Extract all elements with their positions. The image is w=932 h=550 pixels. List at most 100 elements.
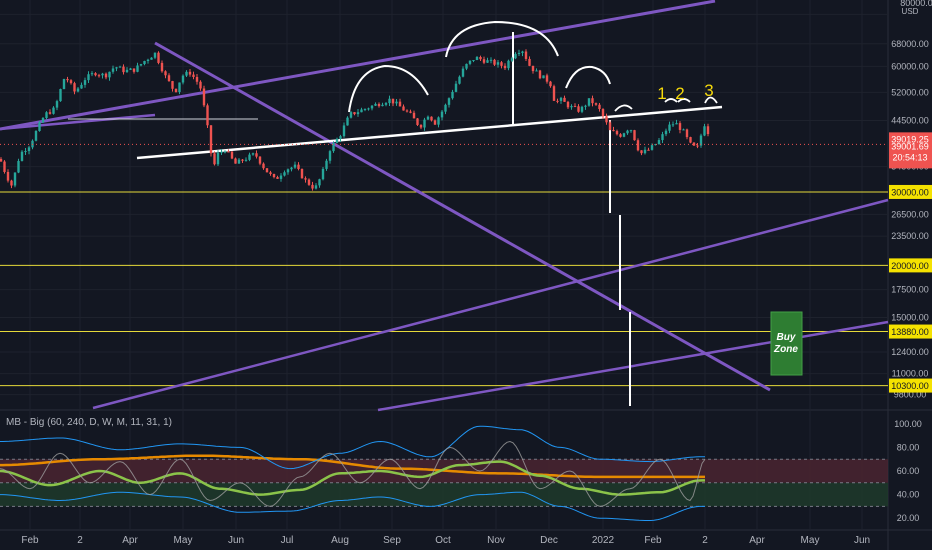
candle-body <box>598 104 601 110</box>
candle-body <box>108 71 111 78</box>
y-tick-label: 68000.00 <box>891 39 929 49</box>
candle-body <box>440 111 444 118</box>
candle-body <box>549 81 552 87</box>
candle-body <box>367 108 370 110</box>
y-tick-label: 11000.00 <box>892 369 929 379</box>
candle-body <box>570 106 573 108</box>
candle-body <box>129 68 132 70</box>
small-arc <box>704 96 718 104</box>
candle-body <box>437 117 440 125</box>
candle-body <box>591 98 594 104</box>
candle-body <box>615 131 619 135</box>
candle-body <box>10 180 13 186</box>
candle-body <box>20 151 24 161</box>
candle-body <box>174 88 178 93</box>
x-tick-label: Jun <box>854 535 870 546</box>
osc-series-line <box>0 454 705 479</box>
candle-body <box>90 73 94 75</box>
candle-body <box>640 150 643 154</box>
candle-body <box>605 116 608 123</box>
osc-title: MB - Big (60, 240, D, W, M, 11, 31, 1) <box>6 417 172 428</box>
candle-body <box>80 84 83 89</box>
candle-body <box>139 64 143 66</box>
candle-body <box>388 98 391 104</box>
candle-body <box>472 60 475 62</box>
candle-body <box>426 116 430 120</box>
level-price-text: 10300.00 <box>891 381 929 391</box>
candle-body <box>69 80 73 84</box>
candle-body <box>398 101 402 107</box>
candle-body <box>230 151 234 159</box>
y-tick-label: 60000.00 <box>891 61 929 71</box>
candle-body <box>188 71 192 75</box>
candle-body <box>300 168 304 179</box>
last-price-badge <box>889 132 932 169</box>
candle-body <box>195 77 199 82</box>
candle-body <box>248 154 251 160</box>
candle-body <box>297 164 300 169</box>
candle-body <box>339 136 342 139</box>
price-pane <box>0 0 888 408</box>
candle-body <box>27 147 31 152</box>
candle-body <box>24 151 27 153</box>
candle-body <box>556 100 559 102</box>
candle-body <box>563 97 566 102</box>
x-tick-label: Feb <box>644 535 662 546</box>
level-price-badge <box>889 184 932 199</box>
candle-body <box>167 75 171 82</box>
candle-body <box>612 130 615 132</box>
y-tick-label: 44500.00 <box>891 116 929 126</box>
descending-trendline <box>154 41 771 392</box>
annotation-3: 3 <box>704 81 713 100</box>
candle-body <box>458 76 461 84</box>
candle-body <box>318 179 321 186</box>
osc-series-line <box>0 491 705 521</box>
candle-body <box>430 116 433 121</box>
annotation-2: 2 <box>675 84 684 103</box>
x-tick-label: Aug <box>331 535 349 546</box>
candle-body <box>17 160 20 173</box>
candle-body <box>349 112 353 118</box>
candle-body <box>202 88 206 106</box>
candle-body <box>654 144 657 146</box>
candle-body <box>542 75 545 79</box>
candle-body <box>265 168 269 173</box>
candle-body <box>220 151 223 153</box>
candle-body <box>307 179 311 185</box>
candle-body <box>227 151 230 153</box>
candle-body <box>76 88 80 92</box>
candle-body <box>468 60 472 64</box>
candle-body <box>143 60 146 65</box>
small-arc <box>614 104 633 112</box>
candle-body <box>689 137 692 143</box>
candle-body <box>234 158 237 164</box>
candle-body <box>216 152 220 165</box>
lower-channel-trendline <box>377 320 889 412</box>
candle-body <box>132 68 136 72</box>
candle-body <box>48 112 52 114</box>
candle-body <box>206 105 209 126</box>
candle-body <box>619 134 622 137</box>
candle-body <box>409 111 412 113</box>
candle-body <box>41 118 45 123</box>
candle-body <box>45 112 48 119</box>
candle-body <box>262 163 265 169</box>
candle-body <box>258 156 262 164</box>
osc-y-tick-label: 60.00 <box>897 466 920 476</box>
currency-label: USD <box>902 7 919 16</box>
candle-body <box>3 161 6 172</box>
candle-body <box>528 58 531 66</box>
candle-body <box>538 70 542 79</box>
channel-upper-trendline <box>0 0 716 131</box>
left-shoulder-arc <box>348 64 429 113</box>
x-tick-label: Dec <box>540 535 558 546</box>
x-tick-label: Apr <box>122 535 138 546</box>
candle-body <box>153 52 157 58</box>
x-tick-label: Jun <box>228 535 244 546</box>
candle-body <box>87 74 90 81</box>
candle-body <box>237 159 241 164</box>
candle-body <box>335 138 339 143</box>
candle-body <box>213 153 216 165</box>
y-tick-label: 15000.00 <box>891 312 929 322</box>
candle-body <box>587 98 591 106</box>
